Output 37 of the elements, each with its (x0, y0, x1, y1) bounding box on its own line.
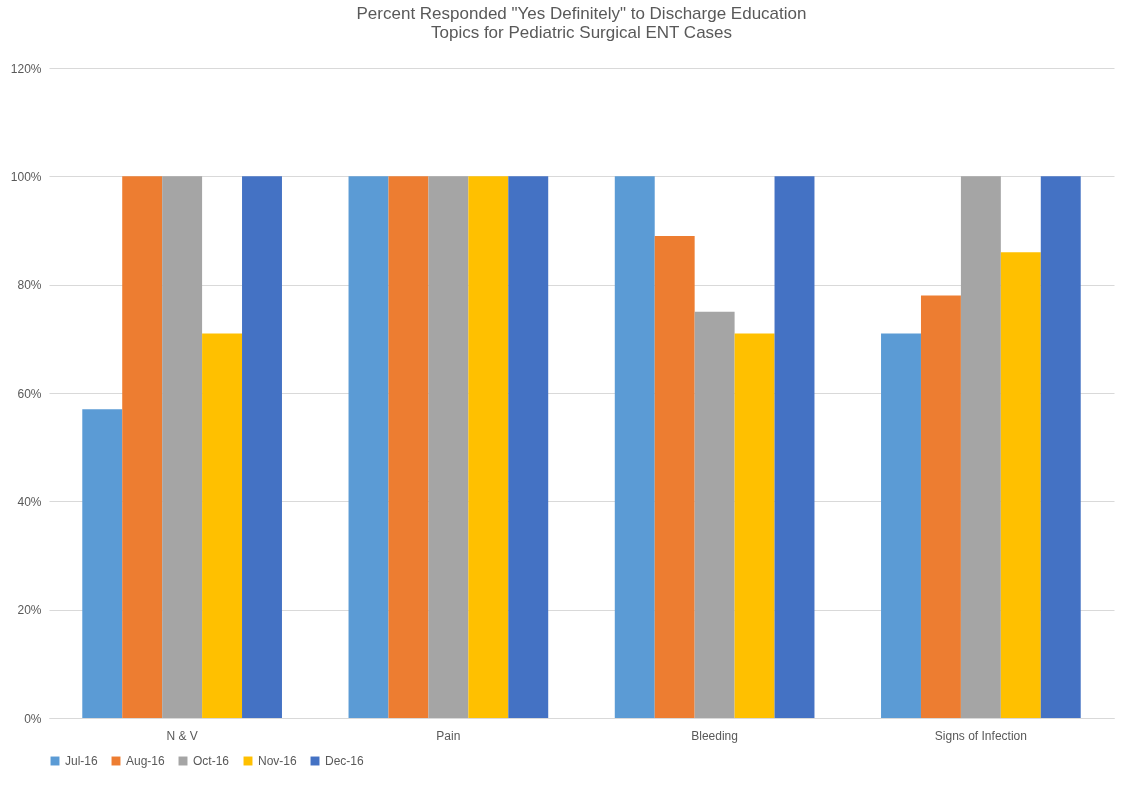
bar (242, 176, 282, 718)
chart-title: Percent Responded "Yes Definitely" to Discharge Education Topics for Pediatric Surgical ENT Cases (356, 4, 807, 42)
y-tick-label: 40% (17, 494, 42, 509)
x-tick-label: Signs of Infection (934, 728, 1027, 743)
bar (734, 333, 775, 718)
legend-label: Oct-16 (193, 754, 230, 768)
legend-label: Dec-16 (325, 754, 365, 768)
legend-label: Aug-16 (126, 754, 166, 768)
legend-label: Nov-16 (258, 754, 298, 768)
bar (1040, 176, 1081, 718)
x-tick-label: Bleeding (691, 728, 738, 743)
bar (614, 176, 655, 718)
bar (774, 176, 815, 718)
bar (1000, 252, 1041, 718)
bar (122, 176, 163, 718)
y-tick-label: 20% (17, 603, 42, 618)
bar (82, 409, 123, 718)
x-tick-label: N & V (166, 728, 198, 743)
y-tick-label: 80% (17, 278, 42, 293)
bar (694, 311, 735, 718)
bar (348, 176, 389, 718)
bar (960, 176, 1001, 718)
bar (202, 333, 243, 718)
bar (920, 295, 961, 718)
y-tick-label: 60% (17, 386, 42, 401)
bar (388, 176, 429, 718)
bar (881, 333, 921, 718)
y-tick-label: 100% (10, 169, 42, 184)
legend-label: Jul-16 (65, 754, 99, 768)
bar (508, 176, 549, 718)
bar (654, 235, 695, 718)
bar (468, 176, 509, 718)
x-tick-label: Pain (436, 728, 461, 743)
y-tick-label: 0% (24, 711, 42, 726)
bar (162, 176, 203, 718)
y-tick-label: 120% (10, 61, 42, 76)
bar (428, 176, 469, 718)
